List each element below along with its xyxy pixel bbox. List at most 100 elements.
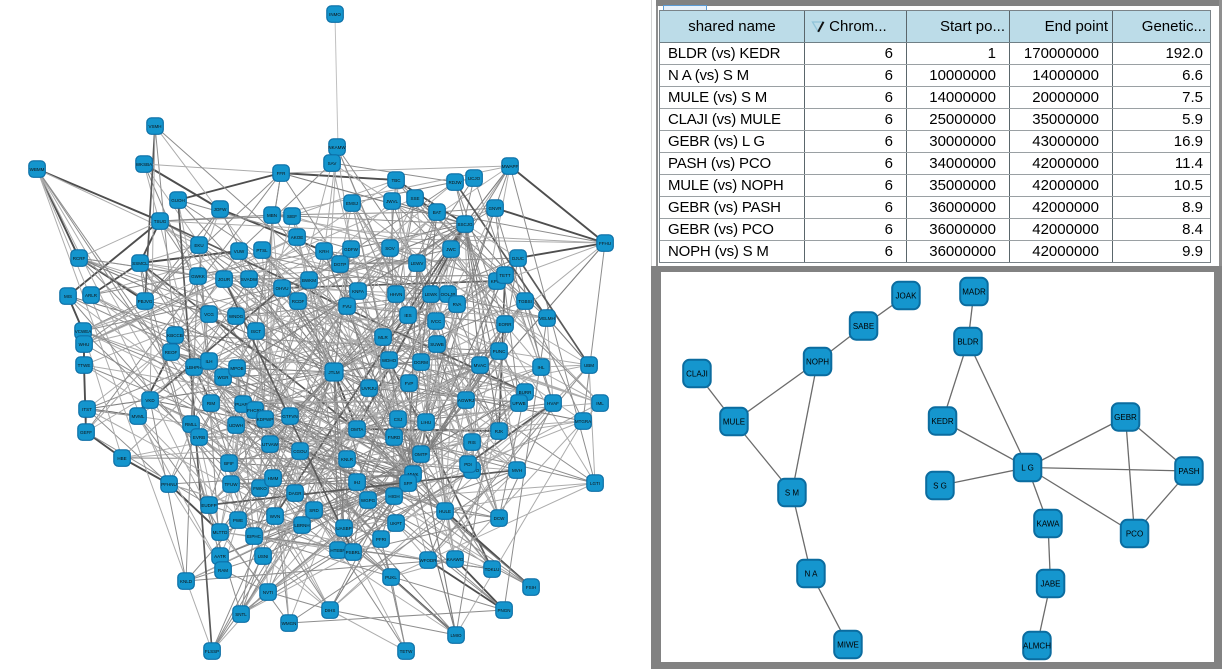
svg-text:BAT: BAT (433, 210, 442, 215)
svg-text:LEWK: LEWK (425, 292, 438, 297)
svg-text:CGOU: CGOU (293, 449, 307, 454)
svg-text:GEBR: GEBR (1114, 412, 1137, 421)
svg-text:GTFVN: GTFVN (282, 414, 297, 419)
svg-text:PFRI: PFRI (376, 537, 386, 542)
svg-text:MPOB: MPOB (230, 366, 243, 371)
svg-text:ARLR: ARLR (85, 293, 98, 298)
svg-text:HHVN: HHVN (390, 292, 403, 297)
svg-text:TSUG: TSUG (154, 219, 167, 224)
svg-text:MULE: MULE (723, 417, 745, 426)
svg-text:OMTA: OMTA (351, 427, 364, 432)
svg-text:FWKO: FWKO (253, 486, 267, 491)
svg-text:MBN: MBN (267, 213, 277, 218)
svg-text:S M: S M (785, 488, 800, 497)
svg-text:WNDG: WNDG (229, 314, 244, 319)
svg-text:EKU: EKU (194, 243, 203, 248)
svg-text:DAGR: DAGR (288, 491, 302, 496)
svg-text:SVADW: SVADW (241, 277, 258, 282)
svg-text:EVRB: EVRB (193, 435, 205, 440)
svg-text:SSCJG: SSCJG (457, 222, 473, 227)
svg-text:KNFA: KNFA (352, 289, 364, 294)
svg-text:CSJ: CSJ (394, 417, 403, 422)
svg-text:JTLM: JTLM (328, 370, 340, 375)
svg-text:LGTI: LGTI (590, 481, 600, 486)
svg-text:UCJO: UCJO (468, 176, 481, 181)
svg-text:FSIH: FSIH (526, 585, 536, 590)
svg-text:KNLR: KNLR (341, 457, 354, 462)
svg-text:RIS: RIS (468, 440, 476, 445)
svg-text:WGR: WGR (218, 375, 230, 380)
svg-text:WVN: WVN (270, 514, 281, 519)
svg-text:TGBSI: TGBSI (518, 299, 532, 304)
svg-text:BWKM: BWKM (302, 278, 316, 283)
svg-text:MVH: MVH (512, 468, 522, 473)
svg-text:UFWB: UFWB (512, 401, 525, 406)
svg-text:GUOH: GUOH (171, 198, 185, 203)
svg-text:PUARE: PUARE (235, 402, 251, 407)
svg-text:OOLJP: OOLJP (441, 292, 456, 297)
svg-text:LMIO: LMIO (450, 633, 462, 638)
svg-text:WMGN: WMGN (282, 621, 297, 626)
svg-text:VCG: VCG (204, 312, 214, 317)
svg-text:ILH: ILH (205, 359, 212, 364)
svg-text:FLSSP: FLSSP (205, 649, 219, 654)
svg-text:UDWH: UDWH (229, 423, 243, 428)
svg-text:GDFW: GDFW (344, 247, 358, 252)
svg-text:SRD: SRD (309, 508, 319, 513)
svg-text:EIPHC: EIPHC (247, 534, 262, 539)
svg-text:RAM: RAM (218, 568, 228, 573)
svg-text:HVAF: HVAF (547, 401, 559, 406)
svg-text:IHL: IHL (537, 365, 545, 370)
svg-text:MLR: MLR (378, 335, 388, 340)
svg-text:KRH: KRH (319, 249, 329, 254)
svg-text:AGWRJ: AGWRJ (458, 398, 474, 403)
svg-text:ALMCH: ALMCH (1023, 641, 1051, 650)
svg-text:INMO: INMO (329, 12, 341, 17)
svg-text:JGUR: JGUR (218, 277, 231, 282)
svg-text:WDHO: WDHO (382, 358, 397, 363)
svg-text:LBHPH: LBHPH (186, 365, 201, 370)
svg-text:LIHU: LIHU (421, 420, 431, 425)
svg-text:MLTTD: MLTTD (213, 530, 228, 535)
svg-text:SSMCL: SSMCL (132, 261, 148, 266)
svg-text:SIEF: SIEF (287, 214, 297, 219)
svg-text:SFP: SFP (404, 481, 413, 486)
svg-text:UBM: UBM (584, 363, 594, 368)
svg-text:HTEBR: HTEBR (330, 548, 346, 553)
svg-text:RJK: RJK (495, 429, 504, 434)
svg-text:FVP: FVP (405, 381, 414, 386)
svg-text:L G: L G (1021, 463, 1034, 472)
svg-text:CLAJI: CLAJI (686, 369, 708, 378)
svg-text:SUWB: SUWB (430, 342, 444, 347)
svg-text:PUNC: PUNC (493, 349, 507, 354)
svg-text:WBMM: WBMM (30, 167, 45, 172)
svg-text:DIHS: DIHS (325, 608, 336, 613)
svg-text:GWKK: GWKK (191, 274, 205, 279)
svg-text:MWAPF: MWAPF (502, 164, 519, 169)
svg-text:KEDR: KEDR (931, 416, 953, 425)
svg-text:VSMH: VSMH (148, 124, 161, 129)
svg-text:KBCCB: KBCCB (167, 333, 183, 338)
svg-text:LBRNH: LBRNH (294, 523, 309, 528)
svg-text:UKPT: UKPT (390, 521, 402, 526)
svg-text:IVCC: IVCC (431, 319, 443, 324)
svg-text:RCDF: RCDF (292, 299, 305, 304)
svg-text:EUDFP: EUDFP (201, 503, 216, 508)
svg-text:PCO: PCO (1126, 529, 1143, 538)
svg-text:HMM: HMM (268, 476, 279, 481)
svg-text:FFHU: FFHU (599, 241, 611, 246)
svg-text:DGTP: DGTP (334, 262, 347, 267)
svg-text:GNVR: GNVR (488, 206, 502, 211)
svg-text:RIM: RIM (207, 401, 216, 406)
svg-text:NVTI: NVTI (263, 590, 273, 595)
svg-text:RMLL: RMLL (185, 422, 198, 427)
svg-text:MWK: MWK (408, 472, 419, 477)
svg-text:JOFW: JOFW (214, 207, 227, 212)
svg-text:FHCRV: FHCRV (247, 408, 262, 413)
svg-text:SAV: SAV (328, 161, 337, 166)
svg-text:KAWA: KAWA (1037, 519, 1061, 528)
svg-text:HBE: HBE (117, 456, 126, 461)
svg-text:WKSBA: WKSBA (136, 162, 152, 167)
svg-text:IHJ: IHJ (354, 480, 361, 485)
svg-text:VKD: VKD (145, 398, 155, 403)
